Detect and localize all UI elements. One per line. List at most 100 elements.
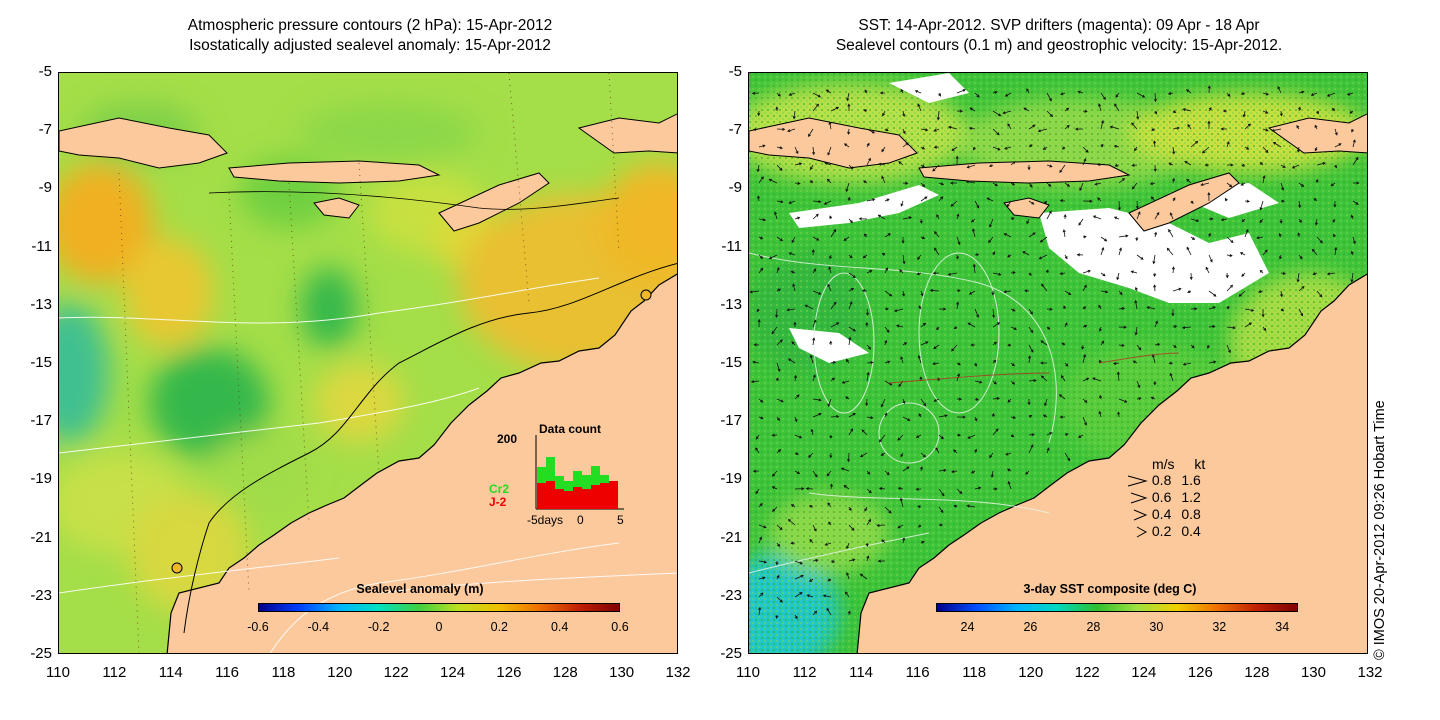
- longitude-tick-label: 130: [1300, 664, 1326, 681]
- longitude-tick-label: 116: [905, 664, 930, 681]
- velocity-legend-row: 0.6 1.2: [1126, 489, 1201, 505]
- inset-ymax: 200: [497, 432, 517, 446]
- velocity-legend-row: 0.2 0.4: [1126, 523, 1201, 539]
- latitude-tick-label: -17: [720, 412, 742, 430]
- latitude-tick-label: -23: [30, 586, 52, 604]
- longitude-tick-label: 110: [736, 664, 760, 681]
- inset-title: Data count: [539, 422, 601, 436]
- longitude-tick-label: 126: [1187, 664, 1213, 681]
- colorbar-tick-label: -0.6: [247, 620, 269, 634]
- java-island: [59, 117, 228, 169]
- velocity-arrow-icon: [1130, 492, 1148, 504]
- longitude-tick-label: 120: [327, 664, 353, 681]
- geostrophic-velocity-arrows: [749, 85, 1360, 620]
- inset-series-j2: J-2: [489, 495, 507, 509]
- legend-kt-value: 1.2: [1181, 489, 1201, 505]
- latitude-tick-label: -21: [720, 528, 742, 546]
- longitude-tick-label: 118: [271, 664, 296, 681]
- colorbar-tick-label: 28: [1086, 620, 1101, 634]
- sst-plot: [749, 73, 1367, 653]
- sla-colorbar: [258, 603, 620, 612]
- colorbar-tick-label: 32: [1212, 620, 1227, 634]
- latitude-tick-label: -19: [30, 470, 52, 488]
- latitude-tick-label: -7: [38, 121, 52, 139]
- legend-ms-value: 0.8: [1148, 472, 1172, 488]
- legend-ms-value: 0.2: [1148, 523, 1172, 539]
- latitude-tick-label: -19: [720, 470, 742, 488]
- longitude-tick-label: 132: [665, 664, 691, 681]
- longitude-tick-label: 120: [1018, 664, 1044, 681]
- legend-kt-value: 0.4: [1181, 523, 1201, 539]
- longitude-tick-label: 128: [552, 664, 578, 681]
- legend-ms-value: 0.6: [1148, 489, 1172, 505]
- northern-islands: [577, 113, 677, 154]
- latitude-tick-label: -25: [720, 645, 742, 662]
- colorbar-tick-label: 0.4: [550, 620, 569, 634]
- longitude-tick-label: 114: [849, 664, 874, 681]
- latitude-tick-label: -7: [728, 121, 742, 139]
- latitude-tick-label: -25: [30, 645, 52, 662]
- australia-landmass: [166, 273, 677, 653]
- longitude-tick-label: 116: [215, 664, 240, 681]
- inset-series-cr2: Cr2: [489, 482, 509, 496]
- latitude-tick-label: -11: [31, 237, 52, 255]
- sumba-island: [313, 197, 360, 219]
- latitude-tick-label: -13: [30, 295, 52, 313]
- longitude-tick-label: 118: [962, 664, 987, 681]
- inset-xlabel-end: 5: [617, 513, 624, 527]
- latitude-tick-label: -15: [30, 354, 52, 371]
- sla-colorbar-title: Sealevel anomaly (m): [356, 582, 484, 596]
- colorbar-tick-label: 26: [1023, 620, 1038, 634]
- colorbar-tick-label: 0.2: [490, 620, 509, 634]
- sealevel-anomaly-map[interactable]: Data count 200 Cr2 J-2 -5days 0 5: [58, 72, 678, 654]
- sst-map[interactable]: [748, 72, 1368, 654]
- sealevel-contours: [749, 252, 1057, 574]
- legend-kt-value: 1.6: [1181, 472, 1201, 488]
- latitude-tick-label: -15: [720, 354, 742, 371]
- longitude-tick-label: 114: [158, 664, 183, 681]
- longitude-tick-label: 112: [792, 664, 817, 681]
- latitude-tick-label: -5: [728, 63, 742, 80]
- left-title-line1: Atmospheric pressure contours (2 hPa): 1…: [187, 17, 553, 34]
- sealevel-anomaly-plot: [59, 73, 677, 653]
- copyright-notice: © IMOS 20-Apr-2012 09:26 Hobart Time: [1372, 400, 1388, 660]
- colorbar-tick-label: -0.4: [307, 620, 330, 634]
- velocity-arrow-icon: [1127, 475, 1148, 487]
- legend-header-ms: m/s: [1152, 456, 1175, 472]
- velocity-arrow-icon: [1136, 526, 1148, 538]
- inset-bars: [537, 457, 618, 509]
- latitude-tick-label: -23: [720, 586, 742, 604]
- longitude-tick-label: 122: [383, 664, 409, 681]
- timor-island: [438, 172, 550, 232]
- colorbar-tick-label: 24: [960, 620, 975, 634]
- latitude-tick-label: -11: [721, 237, 742, 255]
- left-title-line2: Isostatically adjusted sealevel anomaly:…: [189, 37, 551, 54]
- australia-landmass-sst: [856, 273, 1367, 653]
- left-map-title: Atmospheric pressure contours (2 hPa): 1…: [60, 16, 680, 56]
- latitude-tick-label: -13: [720, 295, 742, 313]
- longitude-tick-label: 110: [46, 664, 70, 681]
- colorbar-tick-label: 0.6: [611, 620, 629, 634]
- legend-header-kt: kt: [1194, 456, 1206, 472]
- legend-kt-value: 0.8: [1181, 506, 1201, 522]
- latitude-tick-label: -9: [38, 179, 52, 197]
- colorbar-tick-label: 0: [435, 620, 443, 634]
- latitude-tick-label: -9: [728, 179, 742, 197]
- inset-xlabel-zero: 0: [577, 513, 584, 527]
- colorbar-tick-label: 34: [1275, 620, 1290, 634]
- longitude-tick-label: 124: [1131, 664, 1157, 681]
- longitude-tick-label: 112: [102, 664, 127, 681]
- longitude-tick-label: 128: [1244, 664, 1270, 681]
- longitude-tick-label: 124: [440, 664, 466, 681]
- sst-colorbar: [936, 603, 1298, 612]
- right-map-title: SST: 14-Apr-2012. SVP drifters (magenta)…: [748, 16, 1370, 56]
- data-count-inset: Data count 200 Cr2 J-2 -5days 0 5: [489, 422, 624, 527]
- legend-ms-value: 0.4: [1148, 506, 1172, 522]
- velocity-legend-row: 0.8 1.6: [1126, 472, 1201, 488]
- inset-xlabel-start: -5days: [527, 513, 563, 527]
- right-title-line1: SST: 14-Apr-2012. SVP drifters (magenta)…: [858, 17, 1260, 34]
- longitude-tick-label: 130: [609, 664, 635, 681]
- latitude-tick-label: -21: [30, 528, 52, 546]
- colorbar-tick-label: -0.2: [367, 620, 390, 634]
- longitude-tick-label: 132: [1357, 664, 1383, 681]
